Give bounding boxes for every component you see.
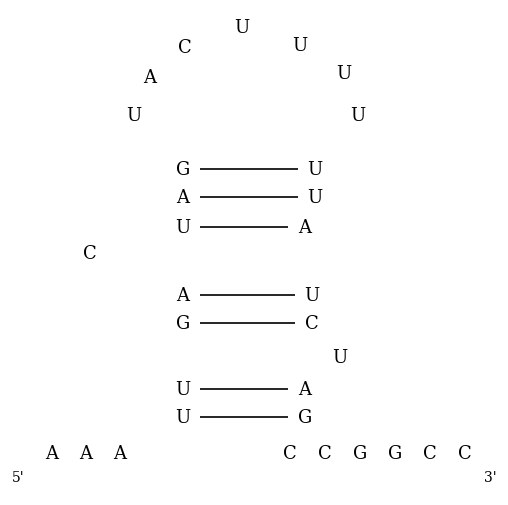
Text: A: A <box>299 380 311 398</box>
Text: U: U <box>351 107 366 125</box>
Text: C: C <box>458 444 472 462</box>
Text: C: C <box>318 444 332 462</box>
Text: 3': 3' <box>484 470 496 484</box>
Text: G: G <box>176 315 190 332</box>
Text: C: C <box>83 244 97 263</box>
Text: A: A <box>176 189 189 207</box>
Text: U: U <box>175 380 190 398</box>
Text: C: C <box>305 315 319 332</box>
Text: U: U <box>234 19 249 37</box>
Text: U: U <box>175 219 190 236</box>
Text: A: A <box>46 444 58 462</box>
Text: U: U <box>126 107 142 125</box>
Text: C: C <box>178 39 192 57</box>
Text: 5': 5' <box>12 470 24 484</box>
Text: G: G <box>298 408 312 426</box>
Text: A: A <box>176 286 189 305</box>
Text: G: G <box>176 161 190 179</box>
Text: U: U <box>175 408 190 426</box>
Text: A: A <box>143 69 156 87</box>
Text: A: A <box>113 444 126 462</box>
Text: U: U <box>332 348 347 366</box>
Text: C: C <box>283 444 297 462</box>
Text: U: U <box>307 161 323 179</box>
Text: G: G <box>353 444 367 462</box>
Text: C: C <box>423 444 437 462</box>
Text: G: G <box>388 444 402 462</box>
Text: U: U <box>304 286 320 305</box>
Text: A: A <box>299 219 311 236</box>
Text: U: U <box>336 65 352 83</box>
Text: A: A <box>79 444 92 462</box>
Text: U: U <box>293 37 308 55</box>
Text: U: U <box>307 189 323 207</box>
